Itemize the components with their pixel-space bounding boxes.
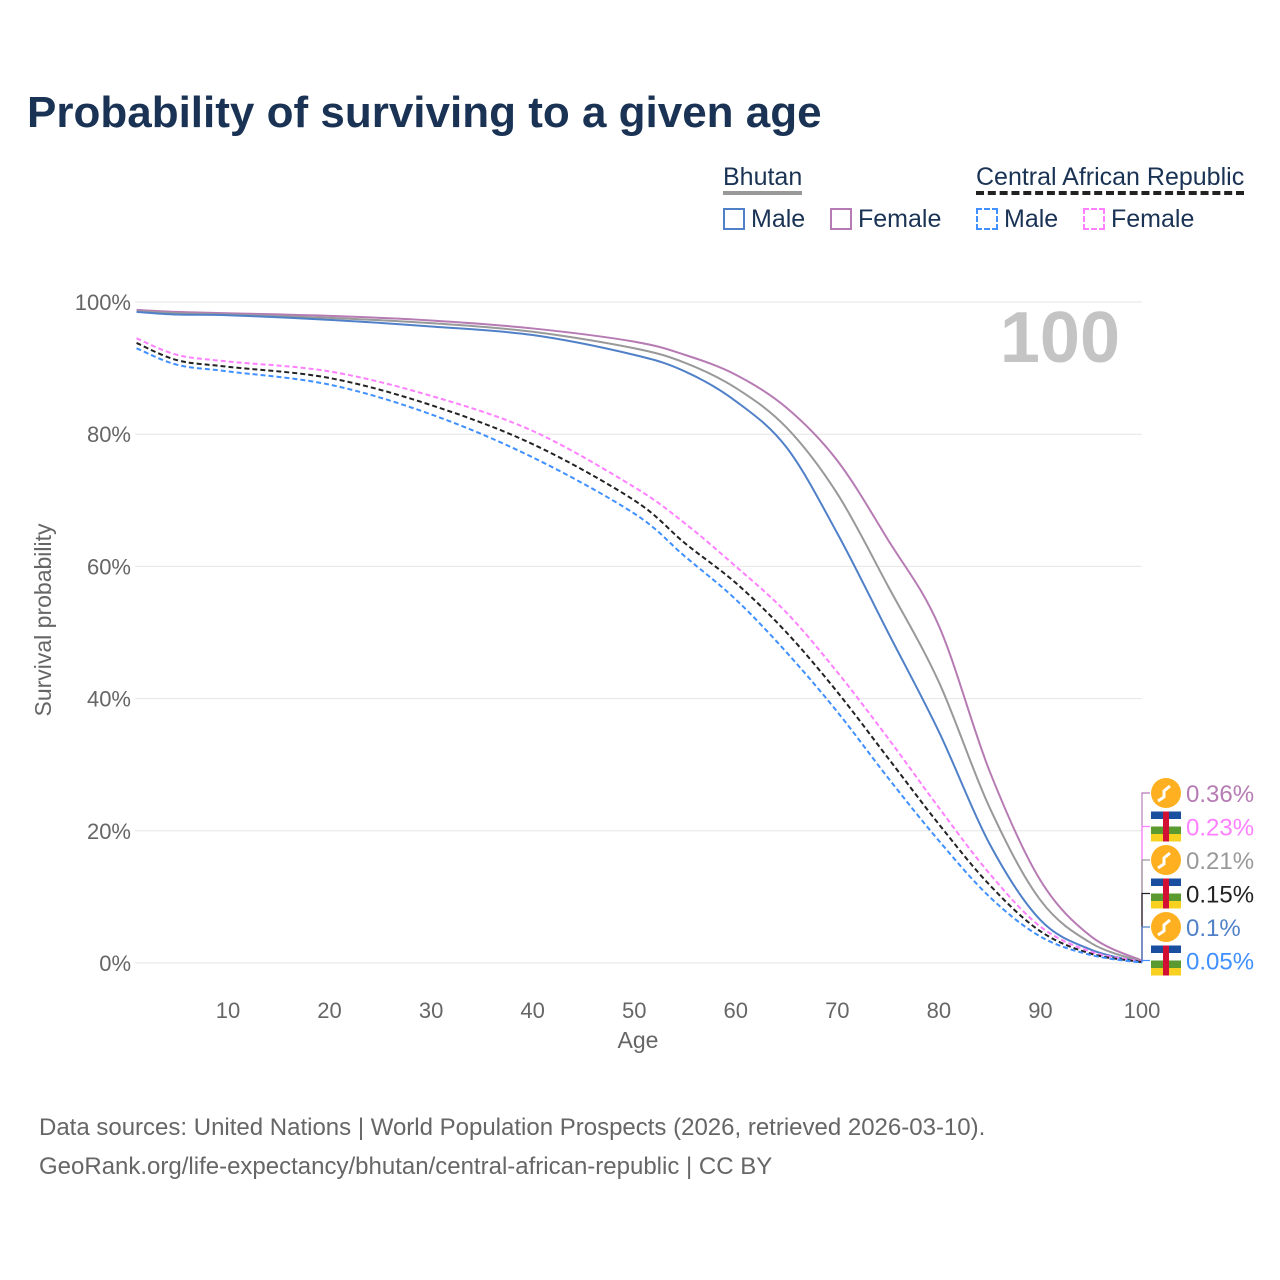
- x-tick-label: 30: [419, 998, 443, 1023]
- legend-label: Female: [858, 205, 942, 233]
- x-tick-label: 70: [825, 998, 849, 1023]
- series-line-bhutan: [136, 310, 1143, 963]
- legend-group-title: Bhutan: [723, 163, 803, 195]
- source-link[interactable]: GeoRank.org/life-expectancy/bhutan/centr…: [39, 1153, 773, 1180]
- label-connector: [1141, 926, 1150, 963]
- legend-item-bhutan-female[interactable]: Female: [830, 205, 941, 234]
- bhutan-flag-icon: [1151, 912, 1181, 942]
- legend-swatch: [976, 208, 998, 230]
- legend-swatch: [723, 208, 745, 230]
- y-tick-label: 100%: [75, 290, 131, 315]
- dragon-icon: [1157, 918, 1171, 937]
- legend-group-title: Central African Republic: [976, 163, 1245, 195]
- x-tick-label: 40: [520, 998, 544, 1023]
- bhutan-flag-icon: [1151, 778, 1181, 808]
- end-value-label: 0.36%: [1186, 781, 1254, 808]
- legend-group-car: Central African Republic: [976, 163, 1245, 195]
- source-line: Data sources: United Nations | World Pop…: [39, 1114, 986, 1141]
- car-flag-icon: [1151, 811, 1181, 842]
- legend-item-car-male[interactable]: Male: [976, 205, 1058, 234]
- y-tick-label: 80%: [87, 422, 131, 447]
- label-connector: [1141, 859, 1150, 962]
- age-marker: 100: [1000, 298, 1120, 378]
- y-tick-label: 20%: [87, 819, 131, 844]
- end-value-label: 0.23%: [1186, 815, 1254, 842]
- car-flag-icon: [1151, 878, 1181, 909]
- chart-title: Probability of surviving to a given age: [27, 88, 822, 137]
- end-value-label: 0.15%: [1186, 882, 1254, 909]
- legend-label: Male: [1004, 205, 1059, 233]
- series-line-central-african-republic: [136, 342, 1143, 963]
- source-note: Data sources: United Nations | World Pop…: [39, 1108, 985, 1186]
- flag-stripe: [1163, 811, 1169, 842]
- legend-swatch: [1083, 208, 1105, 230]
- end-value-label: 0.1%: [1186, 915, 1241, 942]
- series-line-bhutan-female: [136, 308, 1143, 962]
- label-connector: [1141, 892, 1150, 963]
- x-tick-label: 100: [1124, 998, 1161, 1023]
- end-value-label: 0.05%: [1186, 949, 1254, 976]
- x-axis-label: Age: [618, 1027, 659, 1053]
- flag-stripe: [1163, 878, 1169, 909]
- y-tick-label: 60%: [87, 554, 131, 579]
- x-tick-label: 90: [1028, 998, 1052, 1023]
- dragon-icon: [1157, 784, 1171, 803]
- label-connector: [1141, 792, 1150, 961]
- legend-label: Male: [751, 205, 806, 233]
- x-tick-label: 20: [317, 998, 341, 1023]
- dragon-icon: [1157, 851, 1171, 870]
- x-tick-label: 80: [927, 998, 951, 1023]
- series-line-central-african-republic-male: [136, 347, 1143, 964]
- y-tick-label: 40%: [87, 687, 131, 712]
- legend-label: Female: [1111, 205, 1195, 233]
- legend-item-car-female[interactable]: Female: [1083, 205, 1194, 234]
- flag-stripe: [1163, 945, 1169, 976]
- y-axis-label: Survival probability: [30, 523, 56, 717]
- legend-group-bhutan: Bhutan: [723, 163, 803, 195]
- y-tick-label: 0%: [99, 951, 131, 976]
- legend-swatch: [830, 208, 852, 230]
- x-tick-label: 60: [724, 998, 748, 1023]
- x-tick-label: 50: [622, 998, 646, 1023]
- series-line-bhutan-male: [136, 310, 1143, 964]
- series-line-central-african-republic-female: [136, 337, 1143, 963]
- x-tick-label: 10: [216, 998, 240, 1023]
- car-flag-icon: [1151, 945, 1181, 976]
- bhutan-flag-icon: [1151, 845, 1181, 875]
- end-value-label: 0.21%: [1186, 848, 1254, 875]
- legend-item-bhutan-male[interactable]: Male: [723, 205, 805, 234]
- label-connector: [1141, 959, 1150, 963]
